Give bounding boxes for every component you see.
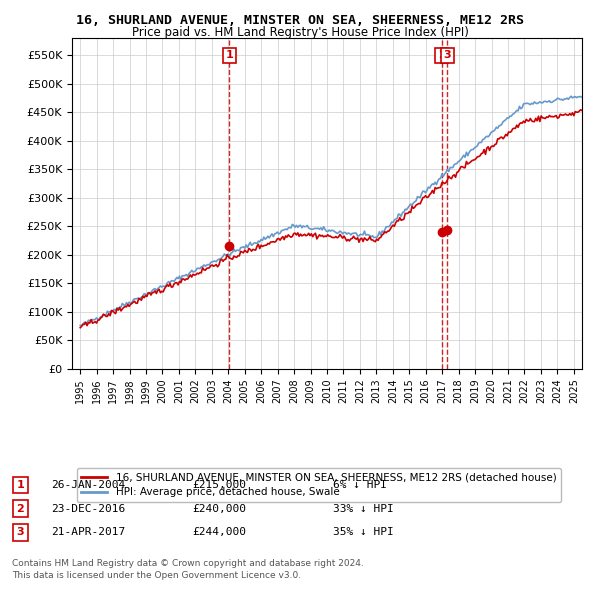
Text: £215,000: £215,000 — [192, 480, 246, 490]
Text: 1: 1 — [17, 480, 24, 490]
Legend: 16, SHURLAND AVENUE, MINSTER ON SEA, SHEERNESS, ME12 2RS (detached house), HPI: : 16, SHURLAND AVENUE, MINSTER ON SEA, SHE… — [77, 468, 560, 502]
Text: 33% ↓ HPI: 33% ↓ HPI — [333, 504, 394, 513]
Text: 21-APR-2017: 21-APR-2017 — [51, 527, 125, 537]
Text: Contains HM Land Registry data © Crown copyright and database right 2024.: Contains HM Land Registry data © Crown c… — [12, 559, 364, 568]
Text: 2: 2 — [438, 50, 446, 60]
Text: 16, SHURLAND AVENUE, MINSTER ON SEA, SHEERNESS, ME12 2RS: 16, SHURLAND AVENUE, MINSTER ON SEA, SHE… — [76, 14, 524, 27]
Text: 3: 3 — [443, 50, 451, 60]
Text: This data is licensed under the Open Government Licence v3.0.: This data is licensed under the Open Gov… — [12, 571, 301, 579]
Text: 35% ↓ HPI: 35% ↓ HPI — [333, 527, 394, 537]
Text: 26-JAN-2004: 26-JAN-2004 — [51, 480, 125, 490]
Text: £244,000: £244,000 — [192, 527, 246, 537]
Text: 1: 1 — [226, 50, 233, 60]
Text: £240,000: £240,000 — [192, 504, 246, 513]
Text: 3: 3 — [17, 527, 24, 537]
Text: 23-DEC-2016: 23-DEC-2016 — [51, 504, 125, 513]
Text: Price paid vs. HM Land Registry's House Price Index (HPI): Price paid vs. HM Land Registry's House … — [131, 26, 469, 39]
Text: 6% ↓ HPI: 6% ↓ HPI — [333, 480, 387, 490]
Text: 2: 2 — [17, 504, 24, 513]
